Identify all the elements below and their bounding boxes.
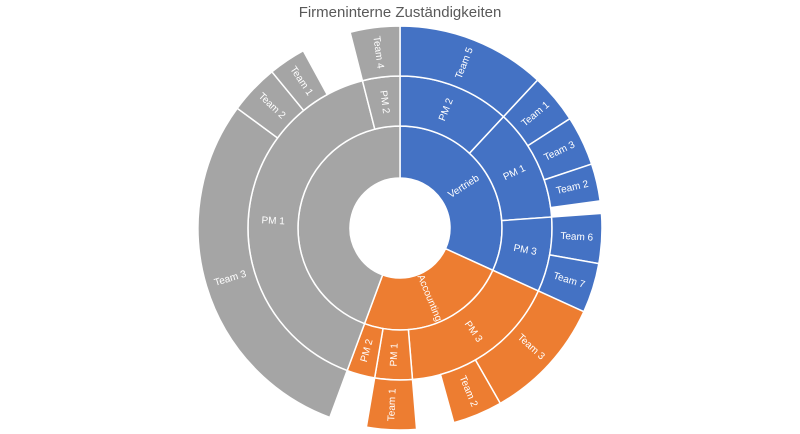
segment-accounting-pm-3-team-2[interactable] — [439, 358, 502, 424]
label-group-pm-2: PM 2 — [377, 90, 391, 115]
label-group-pm-1: PM 1 — [261, 215, 285, 227]
segment-group-pm-2-team-4[interactable] — [349, 25, 401, 82]
label-vertrieb-pm-3-team-6: Team 6 — [560, 231, 594, 244]
label-accounting-pm-1-team-1: Team 1 — [386, 388, 398, 422]
label-accounting-pm-1: PM 1 — [389, 343, 401, 367]
chart-title: Firmeninterne Zuständigkeiten — [298, 4, 502, 21]
segment-group-pm-1-team-1[interactable] — [270, 49, 329, 112]
segment-accounting-pm-1-team-1[interactable] — [365, 377, 418, 431]
label-group-pm-2-team-4: Team 4 — [370, 35, 385, 69]
label-vertrieb-pm-3: PM 3 — [513, 243, 538, 258]
segment-vertrieb-pm-1-team-2[interactable] — [543, 163, 602, 209]
